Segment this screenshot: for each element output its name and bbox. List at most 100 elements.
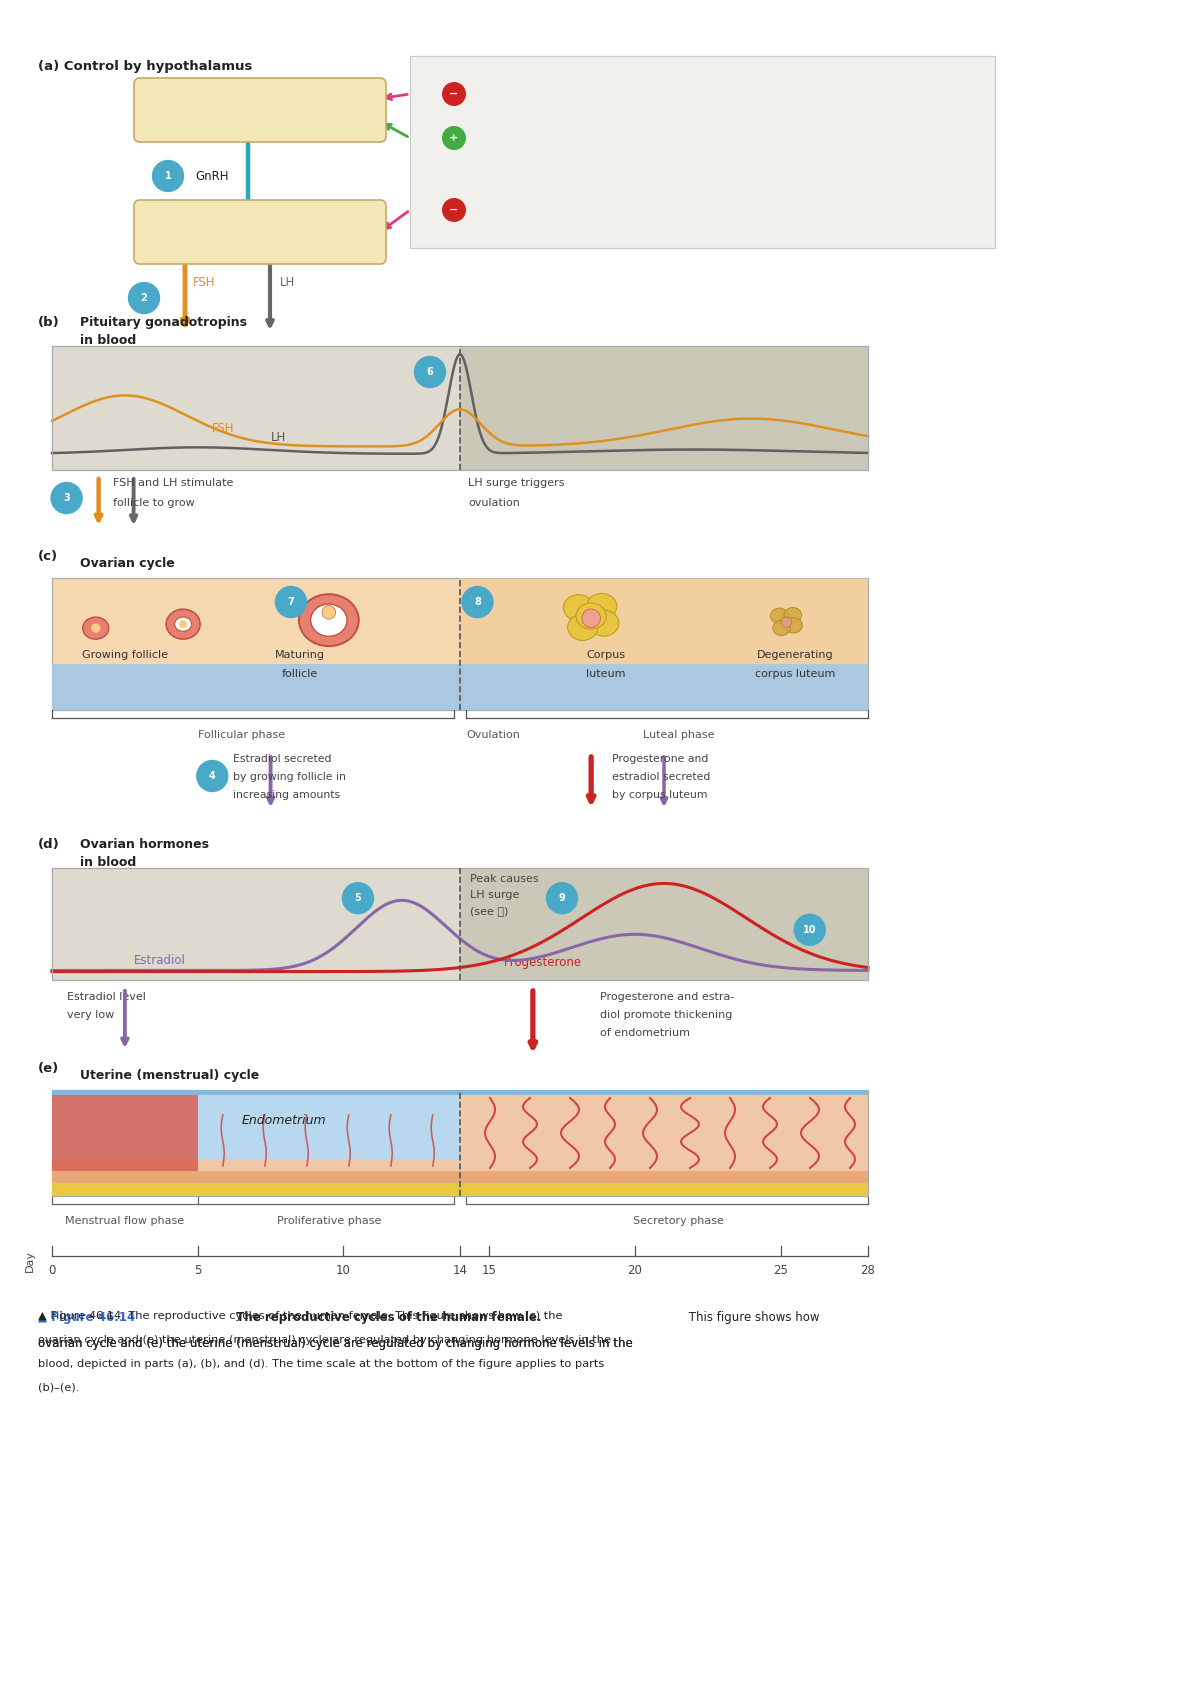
Text: 14: 14 bbox=[452, 1263, 468, 1277]
Text: FSH: FSH bbox=[193, 277, 216, 289]
Text: (a) Control by hypothalamus: (a) Control by hypothalamus bbox=[38, 59, 252, 73]
Bar bbox=[410, 56, 995, 248]
Text: luteum: luteum bbox=[586, 669, 625, 679]
Text: (d): (d) bbox=[38, 839, 60, 851]
Bar bbox=[52, 346, 868, 470]
Text: Follicular phase: Follicular phase bbox=[198, 730, 284, 740]
Text: 25: 25 bbox=[773, 1263, 788, 1277]
Text: ovulation: ovulation bbox=[468, 498, 520, 508]
Text: −: − bbox=[449, 88, 458, 98]
Text: LH: LH bbox=[280, 277, 295, 289]
Circle shape bbox=[52, 482, 82, 513]
Text: diol promote thickening: diol promote thickening bbox=[600, 1010, 732, 1020]
Text: This figure shows how: This figure shows how bbox=[685, 1311, 823, 1324]
Ellipse shape bbox=[166, 610, 200, 638]
Text: estradiol: estradiol bbox=[502, 212, 550, 222]
Text: LH surge triggers: LH surge triggers bbox=[468, 479, 564, 487]
Text: FSH: FSH bbox=[212, 421, 235, 435]
Bar bbox=[52, 1090, 460, 1160]
Text: 10: 10 bbox=[803, 925, 816, 936]
Text: 3: 3 bbox=[64, 492, 70, 503]
Bar bbox=[52, 1090, 868, 1095]
FancyBboxPatch shape bbox=[134, 200, 386, 263]
Bar bbox=[52, 1184, 868, 1195]
Bar bbox=[460, 577, 868, 664]
Text: 5: 5 bbox=[355, 893, 361, 903]
Bar bbox=[52, 1090, 868, 1195]
Circle shape bbox=[128, 282, 160, 314]
Text: estradiol and progesterone: estradiol and progesterone bbox=[502, 97, 650, 105]
Text: Progesterone and estra-: Progesterone and estra- bbox=[600, 992, 734, 1002]
Text: 0: 0 bbox=[48, 1263, 55, 1277]
Text: ovarian cycle and (e) the uterine (menstrual) cycle are regulated by changing ho: ovarian cycle and (e) the uterine (menst… bbox=[38, 1336, 632, 1350]
Text: estradiol secreted: estradiol secreted bbox=[612, 773, 710, 783]
Bar bbox=[52, 1090, 198, 1195]
Text: (see ⓕ): (see ⓕ) bbox=[470, 907, 509, 915]
Text: Uterine (menstrual) cycle: Uterine (menstrual) cycle bbox=[80, 1070, 259, 1082]
Ellipse shape bbox=[773, 620, 791, 635]
Text: Secretory phase: Secretory phase bbox=[634, 1216, 724, 1226]
Bar bbox=[52, 868, 460, 980]
Circle shape bbox=[179, 620, 187, 628]
Text: ovarian cycle and (e) the uterine (menstrual) cycle are regulated by changing ho: ovarian cycle and (e) the uterine (menst… bbox=[38, 1336, 632, 1350]
Bar bbox=[52, 664, 868, 710]
Text: ovarian cycle and (e) the uterine (menstrual) cycle are regulated by changing ho: ovarian cycle and (e) the uterine (menst… bbox=[38, 1335, 611, 1345]
Text: Growing follicle: Growing follicle bbox=[82, 650, 168, 661]
Bar bbox=[52, 868, 868, 980]
Text: Ovulation: Ovulation bbox=[466, 730, 520, 740]
Text: (b): (b) bbox=[38, 316, 60, 329]
Circle shape bbox=[781, 616, 792, 627]
Text: LH: LH bbox=[270, 431, 286, 443]
Circle shape bbox=[342, 883, 373, 914]
Bar bbox=[52, 577, 868, 710]
Text: Ovarian cycle: Ovarian cycle bbox=[80, 557, 175, 571]
Text: LH surge: LH surge bbox=[470, 890, 520, 900]
Text: −: − bbox=[449, 205, 458, 216]
Text: Estradiol level: Estradiol level bbox=[66, 992, 145, 1002]
Text: by growing follicle in: by growing follicle in bbox=[233, 773, 346, 783]
Text: +: + bbox=[449, 132, 458, 143]
Circle shape bbox=[197, 761, 228, 791]
Text: (e): (e) bbox=[38, 1061, 59, 1075]
Ellipse shape bbox=[589, 610, 619, 637]
Text: corpus luteum: corpus luteum bbox=[755, 669, 835, 679]
Text: 5: 5 bbox=[194, 1263, 202, 1277]
Ellipse shape bbox=[587, 593, 617, 620]
Bar bbox=[460, 868, 868, 980]
Circle shape bbox=[442, 126, 466, 149]
Ellipse shape bbox=[576, 603, 606, 628]
Text: follicle: follicle bbox=[282, 669, 318, 679]
Circle shape bbox=[546, 883, 577, 914]
Circle shape bbox=[794, 914, 826, 946]
Circle shape bbox=[91, 623, 101, 633]
Text: Degenerating: Degenerating bbox=[757, 650, 834, 661]
Text: ▲ Figure 46.14  The reproductive cycles of the human female. This figure shows h: ▲ Figure 46.14 The reproductive cycles o… bbox=[38, 1311, 563, 1321]
Text: increasing amounts: increasing amounts bbox=[233, 790, 340, 800]
FancyBboxPatch shape bbox=[134, 78, 386, 143]
Text: Estradiol: Estradiol bbox=[133, 954, 186, 966]
Ellipse shape bbox=[83, 616, 109, 638]
Text: GnRH: GnRH bbox=[194, 170, 228, 182]
Text: Estradiol secreted: Estradiol secreted bbox=[233, 754, 331, 764]
Text: 10: 10 bbox=[336, 1263, 350, 1277]
Text: Ovarian hormones: Ovarian hormones bbox=[80, 839, 209, 851]
Text: in blood: in blood bbox=[80, 335, 137, 346]
Text: by corpus luteum: by corpus luteum bbox=[612, 790, 707, 800]
Ellipse shape bbox=[564, 594, 594, 621]
Text: ▲ Figure 46.14: ▲ Figure 46.14 bbox=[38, 1311, 136, 1324]
Text: Menstrual flow phase: Menstrual flow phase bbox=[65, 1216, 185, 1226]
Bar bbox=[52, 1172, 868, 1184]
Circle shape bbox=[462, 586, 493, 618]
Text: Endometrium: Endometrium bbox=[241, 1114, 326, 1127]
Text: FSH and LH stimulate: FSH and LH stimulate bbox=[113, 479, 234, 487]
Text: blood, depicted in parts (a), (b), and (d). The time scale at the bottom of the : blood, depicted in parts (a), (b), and (… bbox=[38, 1358, 605, 1369]
Bar bbox=[52, 346, 460, 470]
Ellipse shape bbox=[770, 608, 788, 623]
Text: Proliferative phase: Proliferative phase bbox=[277, 1216, 382, 1226]
Ellipse shape bbox=[311, 604, 347, 637]
Text: (c): (c) bbox=[38, 550, 58, 564]
Text: 2: 2 bbox=[140, 294, 148, 302]
Text: 15: 15 bbox=[481, 1263, 497, 1277]
Text: 9: 9 bbox=[559, 893, 565, 903]
Circle shape bbox=[442, 82, 466, 105]
